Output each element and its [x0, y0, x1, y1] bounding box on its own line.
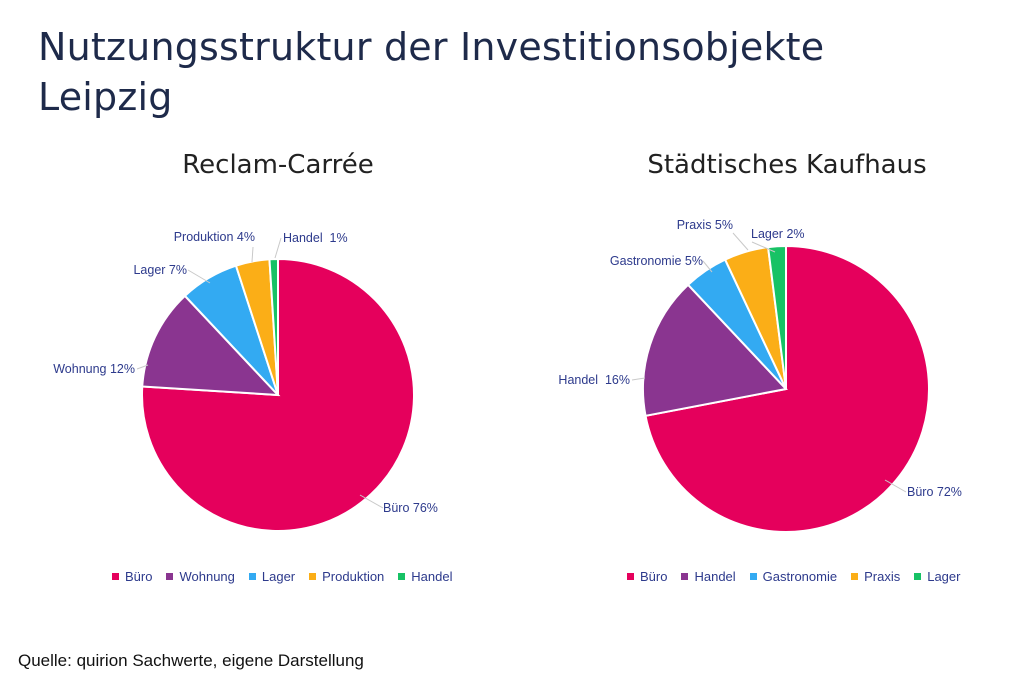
legend-label: Praxis — [864, 569, 901, 584]
legend-swatch — [398, 573, 406, 580]
legend-label: Büro — [125, 569, 153, 584]
leader-line — [274, 237, 282, 259]
legend-label: Handel — [694, 569, 736, 584]
legend-swatch — [309, 573, 317, 580]
slice-label: Produktion 4% — [174, 230, 255, 244]
slice-label: Praxis 5% — [677, 218, 733, 232]
slice-label: Büro 72% — [907, 485, 962, 499]
leader-line — [884, 479, 907, 493]
legend-item: Handel — [681, 569, 736, 584]
chart-title-reclam: Reclam-Carrée — [182, 150, 374, 180]
legend-label: Lager — [261, 569, 296, 584]
slice-label: Büro 76% — [383, 501, 438, 515]
slice-label: Gastronomie 5% — [610, 254, 703, 268]
source-note: Quelle: quirion Sachwerte, eigene Darste… — [18, 651, 364, 670]
slice-label: Lager 7% — [133, 263, 187, 277]
chart-title-kaufhaus: Städtisches Kaufhaus — [647, 150, 927, 180]
legend-item: Lager — [914, 569, 960, 584]
leader-line — [702, 260, 713, 273]
legend-item: Büro — [627, 569, 667, 584]
legend-swatch — [112, 573, 119, 580]
legend-label: Produktion — [322, 569, 385, 584]
leader-line — [187, 269, 211, 284]
legend-item: Büro — [112, 569, 152, 584]
legend-swatch — [627, 573, 634, 580]
slice-label: Wohnung 12% — [53, 362, 135, 376]
legend-item: Handel — [398, 569, 453, 584]
pie-slice-1-handel — [642, 283, 788, 417]
leader-line — [251, 246, 254, 263]
legend-swatch — [166, 573, 174, 580]
legend-label: Lager — [927, 569, 961, 584]
legend-swatch — [851, 573, 859, 580]
leader-line — [751, 241, 776, 253]
leader-line — [732, 232, 749, 251]
legend-swatch — [749, 573, 757, 580]
pie-slice-0-wohnung — [141, 294, 281, 397]
legend-item: Gastronomie — [749, 569, 838, 584]
legend-item: Praxis — [851, 569, 900, 584]
page-title: Nutzungsstruktur der Investitionsobjekte… — [38, 25, 825, 119]
pie-slice-1-lager — [766, 244, 787, 390]
legend-item: Produktion — [309, 569, 384, 584]
legend-label: Büro — [640, 569, 668, 584]
legend-label: Gastronomie — [762, 569, 838, 584]
leader-line — [136, 364, 149, 370]
legend-reclam: Büro Wohnung Lager Produktion Handel — [112, 569, 453, 584]
legend-item: Lager — [248, 569, 296, 584]
slice-label: Lager 2% — [751, 227, 805, 241]
legend-swatch — [914, 573, 922, 580]
slice-label: Handel 1% — [283, 231, 348, 245]
leader-line — [359, 494, 384, 509]
legend-kaufhaus: Büro Handel Gastronomie Praxis Lager — [627, 569, 960, 584]
legend-swatch — [248, 573, 256, 580]
pie-slice-0-handel — [268, 257, 279, 396]
leader-line — [631, 377, 646, 381]
legend-item: Wohnung — [166, 569, 235, 584]
legend-swatch — [681, 573, 689, 580]
legend-label: Wohnung — [179, 569, 235, 584]
legend-label: Handel — [411, 569, 453, 584]
slice-label: Handel 16% — [558, 373, 630, 387]
